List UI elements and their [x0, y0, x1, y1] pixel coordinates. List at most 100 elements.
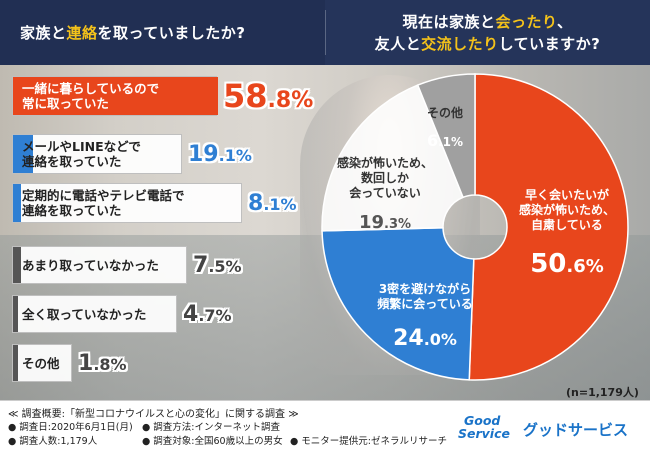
value-decimal: .0% — [424, 330, 457, 349]
bar-category-line: メールやLINEなどで — [22, 139, 141, 154]
pie-category-line: その他 — [427, 105, 463, 120]
bar-value-label: 1.8% — [78, 351, 127, 376]
value-decimal: .6% — [566, 256, 603, 277]
survey-method: ● 調査方法:インターネット調査 — [142, 422, 281, 433]
logo-wordmark: Good Service — [458, 414, 518, 442]
header-right: 現在は家族と会ったり、 友人と交流したりしていますか? — [325, 0, 650, 65]
bar — [13, 296, 18, 332]
bar-row: メールやLINEなどで 連絡を取っていた 19.1% — [12, 134, 252, 174]
survey-target: ● 調査対象:全国60歳以上の男女 — [142, 436, 283, 447]
bar-row: あまり取っていなかった 7.5% — [12, 246, 242, 284]
bar-box: 一緒に暮らしているので 常に取っていた — [12, 76, 218, 116]
pie-value-label: 6.1% — [427, 131, 463, 150]
pie-category-line: 3密を避けながら — [379, 281, 471, 296]
pie-slice — [321, 227, 475, 381]
pie-slice — [321, 84, 465, 232]
bar-value-label: 58.8% — [223, 77, 313, 115]
value-integer: 1 — [78, 350, 94, 376]
title-highlight: 会ったり — [495, 12, 557, 31]
pie-slice-label: その他 6.1% — [427, 105, 463, 150]
pie-value-label: 24.0% — [393, 326, 457, 351]
bar-category-label: メールやLINEなどで 連絡を取っていた — [13, 135, 141, 173]
bar — [13, 184, 21, 222]
sample-size-label: (n=1,179人) — [566, 386, 639, 399]
pie-category-line: 数回しか — [361, 170, 409, 185]
value-decimal: .5% — [208, 256, 242, 276]
title-text: していますか? — [498, 34, 601, 53]
value-decimal: .3% — [384, 217, 411, 232]
value-integer: 19 — [188, 141, 219, 167]
bar-value-label: 19.1% — [188, 142, 252, 167]
bar-box: その他 — [12, 344, 72, 382]
bar-category-line: 常に取っていた — [22, 96, 109, 111]
pie-category-line: 自粛している — [531, 217, 603, 232]
logo-line2: Service — [458, 426, 510, 441]
bar-box: あまり取っていなかった — [12, 246, 187, 284]
title-text: 現在は家族と — [402, 12, 496, 31]
title-text: 、 — [556, 12, 573, 31]
value-decimal: .8% — [267, 88, 314, 113]
pie-category-line: 会っていない — [349, 185, 420, 200]
bar-category-label: その他 — [13, 345, 60, 381]
pie-category-line: 感染が怖いため、 — [519, 202, 615, 217]
bar — [13, 247, 21, 283]
pie-value-label: 50.6% — [530, 249, 604, 279]
survey-count: ● 調査人数:1,179人 — [8, 436, 98, 447]
value-integer: 58 — [223, 77, 268, 115]
title-text: 友人と — [374, 34, 422, 53]
bar-category-line: 全く取っていなかった — [22, 306, 147, 322]
value-integer: 50 — [530, 249, 566, 279]
survey-summary-title: ≪ 調査概要:「新型コロナウイルスと心の変化」に関する調査 ≫ — [8, 409, 299, 420]
pie-chart: 早く会いたいが感染が怖いため、自粛している50.6%3密を避けながら頻繁に会って… — [321, 73, 629, 381]
pie-value-label: 19.3% — [359, 212, 411, 233]
title-highlight: 連絡 — [66, 23, 98, 42]
good-service-logo: Good Service — [458, 414, 518, 442]
bar-chart-title: 家族と連絡を取っていましたか? — [20, 22, 245, 44]
pie-chart-title-line2: 友人と交流したりしていますか? — [375, 33, 601, 55]
logo-line1: Good — [464, 413, 501, 428]
bar-value-label: 8.1% — [248, 191, 297, 216]
header-divider — [325, 10, 326, 55]
pie-category-line: 頻繁に会っている — [377, 296, 472, 311]
header-left: 家族と連絡を取っていましたか? — [0, 0, 325, 65]
survey-provider: ● モニター提供元:ゼネラルリサーチ — [290, 436, 448, 447]
bar-category-line: 一緒に暮らしているので — [22, 81, 160, 96]
pie-category-line: 早く会いたいが — [525, 187, 609, 202]
bar-row: 全く取っていなかった 4.7% — [12, 295, 232, 333]
bar-value-label: 4.7% — [183, 302, 232, 327]
value-integer: 8 — [248, 190, 264, 216]
value-integer: 19 — [359, 212, 384, 233]
bar-category-label: あまり取っていなかった — [13, 247, 159, 283]
bar-category-label: 一緒に暮らしているので 常に取っていた — [13, 77, 159, 115]
value-decimal: .1% — [438, 135, 463, 149]
footer: ≪ 調査概要:「新型コロナウイルスと心の変化」に関する調査 ≫ ● 調査日:20… — [0, 400, 650, 450]
header: 家族と連絡を取っていましたか? 現在は家族と会ったり、 友人と交流したりしていま… — [0, 0, 650, 65]
bar-category-line: あまり取っていなかった — [22, 257, 159, 273]
survey-date: ● 調査日:2020年6月1日(月) — [8, 422, 133, 433]
pie-slice — [416, 73, 476, 199]
bar — [13, 135, 33, 173]
title-highlight: 交流したり — [421, 34, 499, 53]
bar-box: 定期的に電話やテレビ電話で 連絡を取っていた — [12, 183, 242, 223]
value-integer: 6 — [427, 131, 438, 150]
bar-value-label: 7.5% — [193, 253, 242, 278]
bar-category-label: 全く取っていなかった — [13, 296, 146, 332]
bar-box: メールやLINEなどで 連絡を取っていた — [12, 134, 182, 174]
bar-category-line: 定期的に電話やテレビ電話で — [22, 188, 185, 203]
pie-slice — [468, 73, 629, 381]
bar — [13, 345, 18, 381]
pie-chart-title-line1: 現在は家族と会ったり、 — [403, 11, 573, 33]
bar-category-label: 定期的に電話やテレビ電話で 連絡を取っていた — [13, 184, 185, 222]
value-decimal: .7% — [198, 305, 232, 325]
bar-category-line: 連絡を取っていた — [22, 203, 122, 218]
value-decimal: .8% — [93, 354, 127, 374]
value-decimal: .1% — [263, 194, 297, 214]
bar-row: 一緒に暮らしているので 常に取っていた 58.8% — [12, 76, 313, 116]
title-text: 家族と — [20, 23, 67, 42]
pie-category-line: 感染が怖いため、 — [337, 155, 433, 170]
bar-row: その他 1.8% — [12, 344, 127, 382]
brand-name: グッドサービス — [523, 421, 629, 439]
